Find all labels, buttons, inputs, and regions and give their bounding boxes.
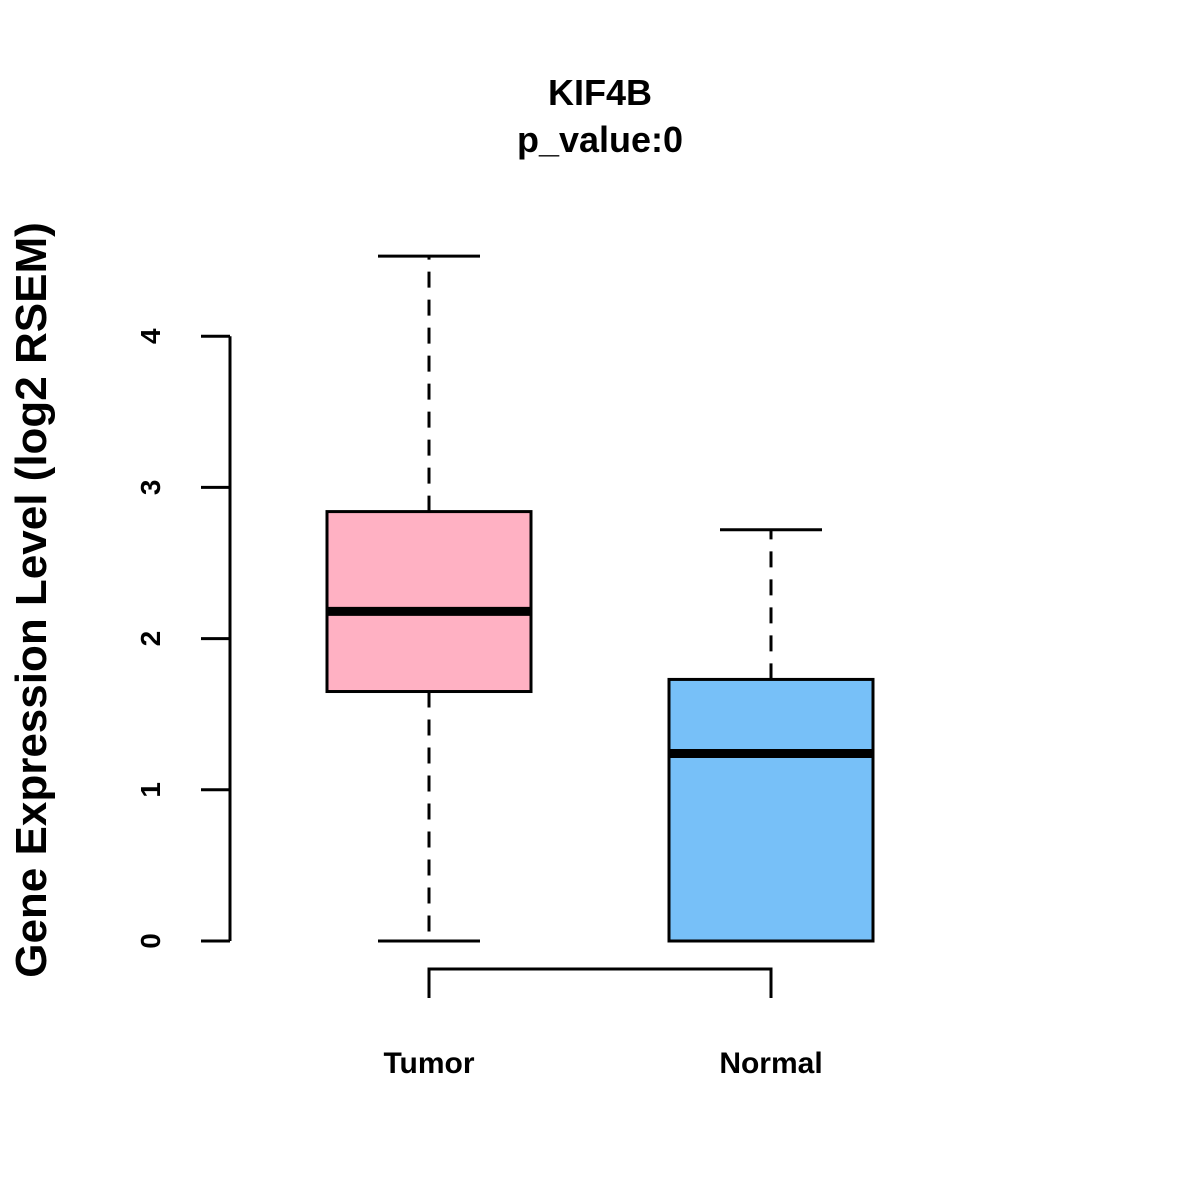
y-tick-label: 1 bbox=[135, 782, 166, 798]
y-axis-label: Gene Expression Level (log2 RSEM) bbox=[7, 222, 56, 978]
x-category-labels: Tumor Normal bbox=[383, 1047, 822, 1080]
chart-subtitle: p_value:0 bbox=[517, 119, 683, 160]
bracket-line bbox=[427, 967, 773, 998]
box-tumor bbox=[325, 254, 533, 943]
comparison-bracket bbox=[427, 967, 773, 998]
x-category-label: Normal bbox=[719, 1047, 822, 1080]
y-tick-label: 3 bbox=[135, 480, 166, 496]
box-iqr bbox=[667, 677, 875, 943]
y-tick-label: 2 bbox=[135, 631, 166, 647]
box-normal bbox=[667, 528, 875, 943]
box-iqr bbox=[325, 510, 533, 694]
y-tick-label: 0 bbox=[135, 933, 166, 949]
y-axis: 0 1 2 3 4 bbox=[135, 328, 232, 949]
chart-title: KIF4B bbox=[548, 72, 652, 113]
boxes-group bbox=[325, 254, 875, 943]
y-tick-label: 4 bbox=[135, 328, 166, 344]
x-category-label: Tumor bbox=[383, 1047, 474, 1080]
